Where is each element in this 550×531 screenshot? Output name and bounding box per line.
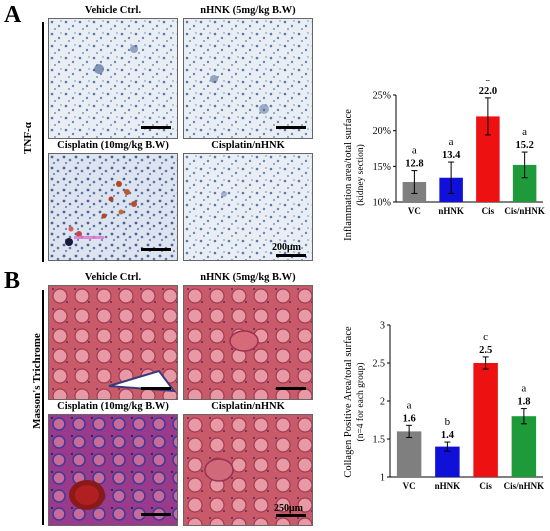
tnf-cis-nhnk-scalebar (276, 254, 306, 257)
chart-b-ytick-label: 1 (380, 473, 385, 484)
chart-b-category-label: Cis (479, 481, 492, 490)
chart-b-ytick-label: 3 (380, 321, 385, 332)
chart-a-category-label: Cis/nHNK (504, 206, 545, 216)
trichrome-scale-text: 250μm (274, 503, 303, 514)
chart-a-bar (512, 164, 537, 202)
chart-a-ylabel2: (kidney section) (355, 144, 366, 205)
chart-b-value-label: 1.6 (403, 413, 416, 424)
chart-b-ytick-label: 1.5 (373, 435, 386, 446)
inflammation-bar-chart: Inflammation area/total surface (kidney … (343, 80, 545, 241)
chart-b-ytick-label: 2 (380, 397, 385, 408)
chart-b-significance-letter: a (521, 383, 526, 395)
chart-a-category-label: nHNK (438, 206, 464, 216)
chart-a-significance-letter: a (522, 126, 527, 138)
trichrome-cisplatin-image (48, 414, 178, 526)
panel-b-title-cis-nhnk: Cisplatin/nHNK (211, 401, 285, 412)
chart-a-ytick-label: 20% (373, 126, 391, 137)
chart-b-bar (511, 416, 537, 477)
chart-b-value-label: 1.4 (441, 430, 455, 441)
trichrome-cis-nhnk-scalebar (276, 514, 306, 517)
chart-b-bar (473, 363, 498, 477)
chart-a-value-label: 13.4 (442, 150, 461, 161)
panel-a-letter: A (4, 2, 22, 28)
chart-a-significance-letter: b (485, 80, 491, 84)
chart-b-significance-letter: a (407, 399, 412, 411)
tnf-vehicle-scalebar (141, 126, 171, 129)
panel-b-title-nhnk: nHNK (5mg/kg B.W) (200, 272, 296, 283)
panel-a-bracket-line (42, 22, 44, 262)
panel-a-title-cisplatin: Cisplatin (10mg/kg B.W) (57, 140, 169, 151)
chart-a-category-label: Cis (482, 206, 495, 216)
trichrome-cis-nhnk-image: 250μm (183, 414, 313, 526)
chart-a-ytick-label: 15% (373, 162, 391, 173)
chart-b-ylabel2: (n=4 for each group) (355, 363, 366, 442)
chart-b-ylabel: Collagen Positive Area/total surface (343, 326, 354, 478)
panel-a-title-nhnk: nHNK (5mg/kg B.W) (200, 5, 296, 16)
chart-a-significance-letter: a (449, 136, 454, 148)
tnf-cis-nhnk-image: 200μm (183, 153, 313, 261)
trichrome-nhnk-image (183, 285, 313, 400)
chart-b-bar (396, 431, 422, 477)
trichrome-vehicle-image (48, 285, 178, 400)
chart-a-ytick-label: 10% (373, 198, 391, 209)
chart-a-ytick-label: 25% (373, 91, 391, 102)
trichrome-nhnk-scalebar (276, 387, 306, 390)
trichrome-vehicle-scalebar (141, 387, 171, 390)
panel-b-title-vehicle: Vehicle Ctrl. (84, 272, 142, 283)
tnf-cisplatin-scalebar (141, 248, 171, 251)
chart-b-significance-letter: c (483, 331, 488, 343)
chart-a-significance-letter: a (412, 145, 417, 157)
chart-b-category-label: nHNK (435, 481, 461, 490)
chart-b-category-label: VC (403, 481, 416, 490)
chart-a-value-label: 22.0 (479, 86, 497, 97)
panel-a-stain-label: TNF-α (22, 122, 34, 154)
chart-b-value-label: 2.5 (479, 345, 492, 356)
chart-b-bar (435, 446, 460, 477)
panel-a-title-vehicle: Vehicle Ctrl. (84, 5, 142, 16)
chart-a-ylabel: Inflammation area/total surface (343, 109, 354, 241)
tnf-vehicle-image (48, 18, 178, 139)
chart-b-ytick-label: 2.5 (373, 359, 386, 370)
chart-a-value-label: 15.2 (515, 140, 533, 151)
trichrome-cisplatin-scalebar (141, 513, 171, 516)
panel-b-bracket-line (42, 290, 44, 525)
chart-a-bar (476, 116, 500, 202)
tnf-nhnk-image (183, 18, 313, 139)
panel-a-title-cis-nhnk: Cisplatin/nHNK (211, 140, 285, 151)
chart-a-value-label: 12.8 (405, 159, 423, 170)
collagen-bar-chart: Collagen Positive Area/total surface (n=… (343, 321, 545, 491)
chart-b-significance-letter: b (445, 416, 451, 428)
chart-a-category-label: VC (408, 206, 421, 216)
chart-b-category-label: Cis/nHNK (504, 481, 545, 490)
tnf-cisplatin-image (48, 153, 178, 261)
chart-b-value-label: 1.8 (517, 397, 530, 408)
panel-b-title-cisplatin: Cisplatin (10mg/kg B.W) (57, 401, 169, 412)
tnf-scale-text: 200μm (272, 242, 301, 253)
tnf-nhnk-scalebar (276, 126, 306, 129)
panel-b-letter: B (4, 268, 21, 294)
